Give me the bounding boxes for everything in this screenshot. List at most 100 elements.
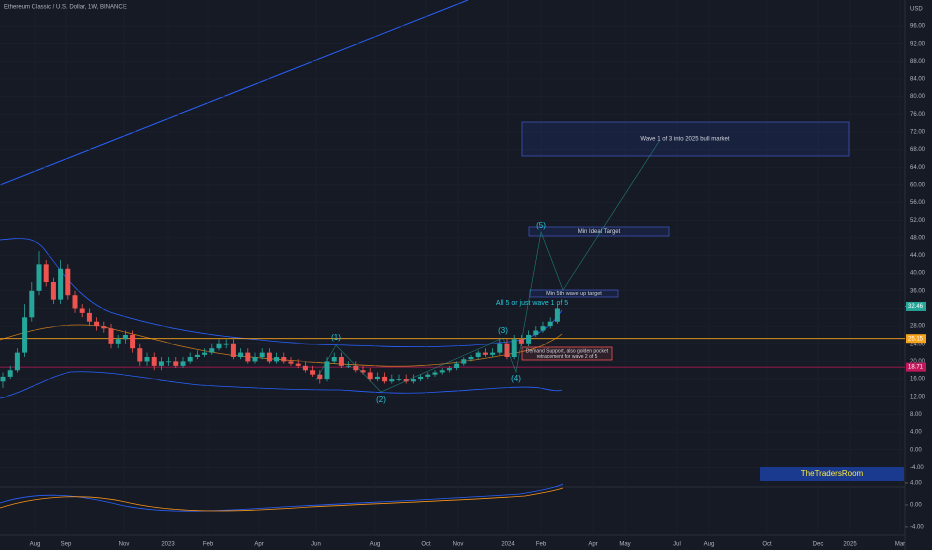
y-tick-label: 52.00 (910, 218, 926, 224)
x-tick-label: Nov (453, 542, 464, 548)
x-tick-label: Aug (30, 542, 41, 548)
y-tick-label: 80.00 (910, 94, 926, 100)
candle-body (79, 308, 85, 313)
x-tick-label: Feb (536, 542, 547, 548)
candle-body (245, 352, 251, 362)
brand-box (760, 467, 904, 481)
x-tick-label: Aug (370, 542, 381, 548)
price-tag-label: 18.71 (908, 365, 924, 371)
x-tick-label: Jun (311, 542, 321, 548)
x-tick-label: 2023 (161, 542, 175, 548)
price-tag (906, 301, 926, 311)
candle-body (274, 357, 280, 362)
candle-body (317, 374, 323, 380)
target-box (528, 226, 670, 237)
candle-body (65, 268, 71, 296)
candle-body (50, 281, 56, 300)
candle-body (410, 379, 416, 382)
candle-body (216, 343, 222, 349)
candle-body (209, 348, 215, 353)
brand-label: TheTradersRoom (801, 469, 864, 478)
y-tick-label: 88.00 (910, 59, 926, 65)
y-tick-label: -4.00 (910, 465, 924, 471)
candle-body (173, 361, 179, 366)
candle-body (29, 290, 35, 318)
candle-body (238, 352, 244, 358)
candle-body (432, 372, 438, 375)
candle-body (72, 295, 78, 309)
candle-body (511, 339, 517, 358)
candle-body (180, 361, 186, 366)
signal-line (0, 487, 564, 512)
annotation: Min 5th wave up target (546, 291, 602, 297)
candle-body (36, 264, 42, 291)
macd-tick-label: 4.00 (910, 481, 922, 487)
candle-body (94, 321, 100, 327)
lower-band (0, 371, 563, 399)
x-tick-label: Apr (254, 542, 263, 548)
candle-body (281, 357, 287, 362)
wave-label: (2) (376, 395, 386, 404)
candle-body (461, 359, 467, 364)
candle-body (14, 352, 20, 371)
x-tick-label: 2024 (501, 542, 515, 548)
y-tick-label: 48.00 (910, 235, 926, 241)
candle-body (540, 326, 546, 331)
price-tag (906, 362, 926, 372)
candle-body (367, 372, 373, 380)
candle-body (166, 361, 172, 363)
x-tick-label: Apr (588, 542, 597, 548)
y-tick-label: 0.00 (910, 447, 922, 453)
candle-body (122, 334, 128, 340)
candle-body (187, 357, 193, 362)
candle-body (310, 370, 316, 375)
candle-body (497, 343, 503, 353)
price-tag-label: 32.46 (908, 304, 924, 310)
y-tick-label: 96.00 (910, 24, 926, 30)
candle-body (202, 352, 208, 355)
y-tick-label: 84.00 (910, 77, 926, 83)
candle-body (338, 357, 344, 366)
x-tick-label: Jul (673, 542, 681, 548)
candle-body (108, 328, 114, 344)
y-tick-label: 16.00 (910, 377, 926, 383)
candle-body (418, 376, 424, 380)
candle-body (439, 370, 445, 373)
candle-body (86, 312, 92, 322)
candle-body (158, 361, 164, 366)
candle-body (382, 376, 388, 382)
y-tick-label: 28.00 (910, 324, 926, 330)
annotation: All 5 or just wave 1 of 5 (496, 300, 568, 307)
candle-body (374, 376, 380, 380)
candle-body (295, 363, 301, 366)
y-tick-label: 44.00 (910, 253, 926, 259)
price-tag (906, 334, 926, 344)
candle-body (389, 379, 395, 382)
candle-body (396, 379, 402, 380)
candle-body (324, 361, 330, 380)
x-tick-label: Aug (704, 542, 715, 548)
candle-body (151, 357, 157, 366)
candle-body (259, 352, 265, 358)
candle-body (101, 326, 107, 329)
y-tick-label: 92.00 (910, 41, 926, 47)
y-tick-label: 60.00 (910, 182, 926, 188)
y-tick-label: 8.00 (910, 412, 922, 418)
candle-body (547, 321, 553, 327)
candle-body (360, 370, 366, 373)
support-box (521, 346, 613, 361)
y-tick-label: 72.00 (910, 130, 926, 136)
candle-body (266, 352, 272, 362)
wave-label: (3) (498, 326, 508, 335)
y-tick-label: 24.00 (910, 341, 926, 347)
x-tick-label: Oct (421, 542, 431, 548)
candle-body (504, 343, 510, 358)
candle-body (288, 361, 294, 364)
candle-body (490, 352, 496, 355)
candle-body (475, 352, 481, 358)
x-tick-label: Nov (119, 542, 130, 548)
y-tick-label: 68.00 (910, 147, 926, 153)
y-tick-label: 56.00 (910, 200, 926, 206)
